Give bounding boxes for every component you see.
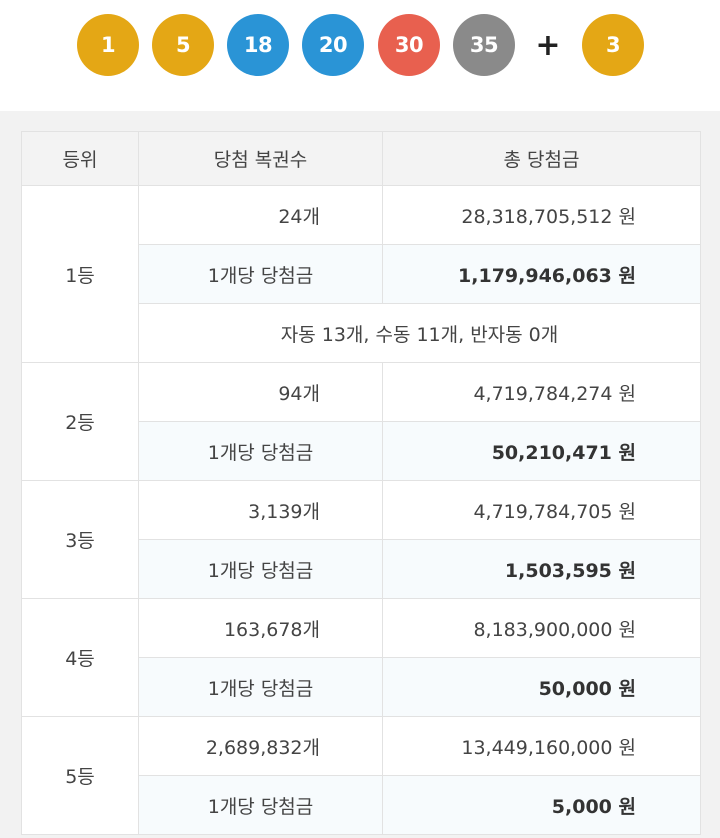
plus-sign: + xyxy=(535,27,561,63)
winner-count: 3,139개 xyxy=(138,480,383,540)
rank-cell: 2등 xyxy=(21,362,139,481)
winner-count: 163,678개 xyxy=(138,598,383,658)
per-ticket-label: 1개당 당첨금 xyxy=(138,421,383,481)
per-ticket-amount: 50,000 원 xyxy=(382,657,701,717)
table-row: 1등 24개 28,318,705,512 원 xyxy=(21,185,701,363)
per-ticket-amount: 1,503,595 원 xyxy=(382,539,701,599)
per-ticket-label: 1개당 당첨금 xyxy=(138,775,383,835)
header-count: 당첨 복권수 xyxy=(138,131,383,186)
number-ball-2: 5 xyxy=(152,14,214,76)
table-row: 3등 3,139개 4,719,784,705 원 xyxy=(21,480,701,599)
table-row: 4등 163,678개 8,183,900,000 원 xyxy=(21,598,701,717)
table-row: 1개당 당첨금 50,210,471 원 xyxy=(22,421,701,481)
rank-cell: 5등 xyxy=(21,716,139,835)
table-row: 1개당 당첨금 1,179,946,063 원 xyxy=(22,244,701,304)
table-row: 1개당 당첨금 5,000 원 xyxy=(22,775,701,835)
total-prize: 4,719,784,274 원 xyxy=(382,362,701,422)
winning-numbers-bar: 1 5 18 20 30 35 + 3 xyxy=(0,0,720,111)
table-row: 5등 2,689,832개 13,449,160,000 원 xyxy=(21,716,701,835)
rank-cell: 3등 xyxy=(21,480,139,599)
header-rank: 등위 xyxy=(21,131,139,186)
bonus-ball: 3 xyxy=(582,14,644,76)
table-row: 1개당 당첨금 1,503,595 원 xyxy=(22,539,701,599)
rank-cell: 4등 xyxy=(21,598,139,717)
table-header-row: 등위 당첨 복권수 총 당첨금 xyxy=(21,131,701,186)
number-ball-5: 30 xyxy=(378,14,440,76)
number-ball-3: 18 xyxy=(227,14,289,76)
prize-table: 등위 당첨 복권수 총 당첨금 1등 24개 28,318,705,512 원 … xyxy=(21,131,701,835)
table-row: 1개당 당첨금 50,000 원 xyxy=(22,657,701,717)
total-prize: 8,183,900,000 원 xyxy=(382,598,701,658)
total-prize: 13,449,160,000 원 xyxy=(382,716,701,776)
rank-cell: 1등 xyxy=(21,185,139,363)
winner-count: 2,689,832개 xyxy=(138,716,383,776)
per-ticket-amount: 5,000 원 xyxy=(382,775,701,835)
number-ball-6: 35 xyxy=(453,14,515,76)
total-prize: 4,719,784,705 원 xyxy=(382,480,701,540)
purchase-type-note: 자동 13개, 수동 11개, 반자동 0개 xyxy=(138,303,701,363)
total-prize: 28,318,705,512 원 xyxy=(382,185,701,245)
per-ticket-amount: 50,210,471 원 xyxy=(382,421,701,481)
table-row: 자동 13개, 수동 11개, 반자동 0개 xyxy=(22,303,701,363)
per-ticket-label: 1개당 당첨금 xyxy=(138,539,383,599)
number-ball-4: 20 xyxy=(302,14,364,76)
per-ticket-label: 1개당 당첨금 xyxy=(138,244,383,304)
number-ball-1: 1 xyxy=(77,14,139,76)
per-ticket-amount: 1,179,946,063 원 xyxy=(382,244,701,304)
per-ticket-label: 1개당 당첨금 xyxy=(138,657,383,717)
header-total: 총 당첨금 xyxy=(382,131,701,186)
table-row: 2등 94개 4,719,784,274 원 xyxy=(21,362,701,481)
winner-count: 24개 xyxy=(138,185,383,245)
winner-count: 94개 xyxy=(138,362,383,422)
